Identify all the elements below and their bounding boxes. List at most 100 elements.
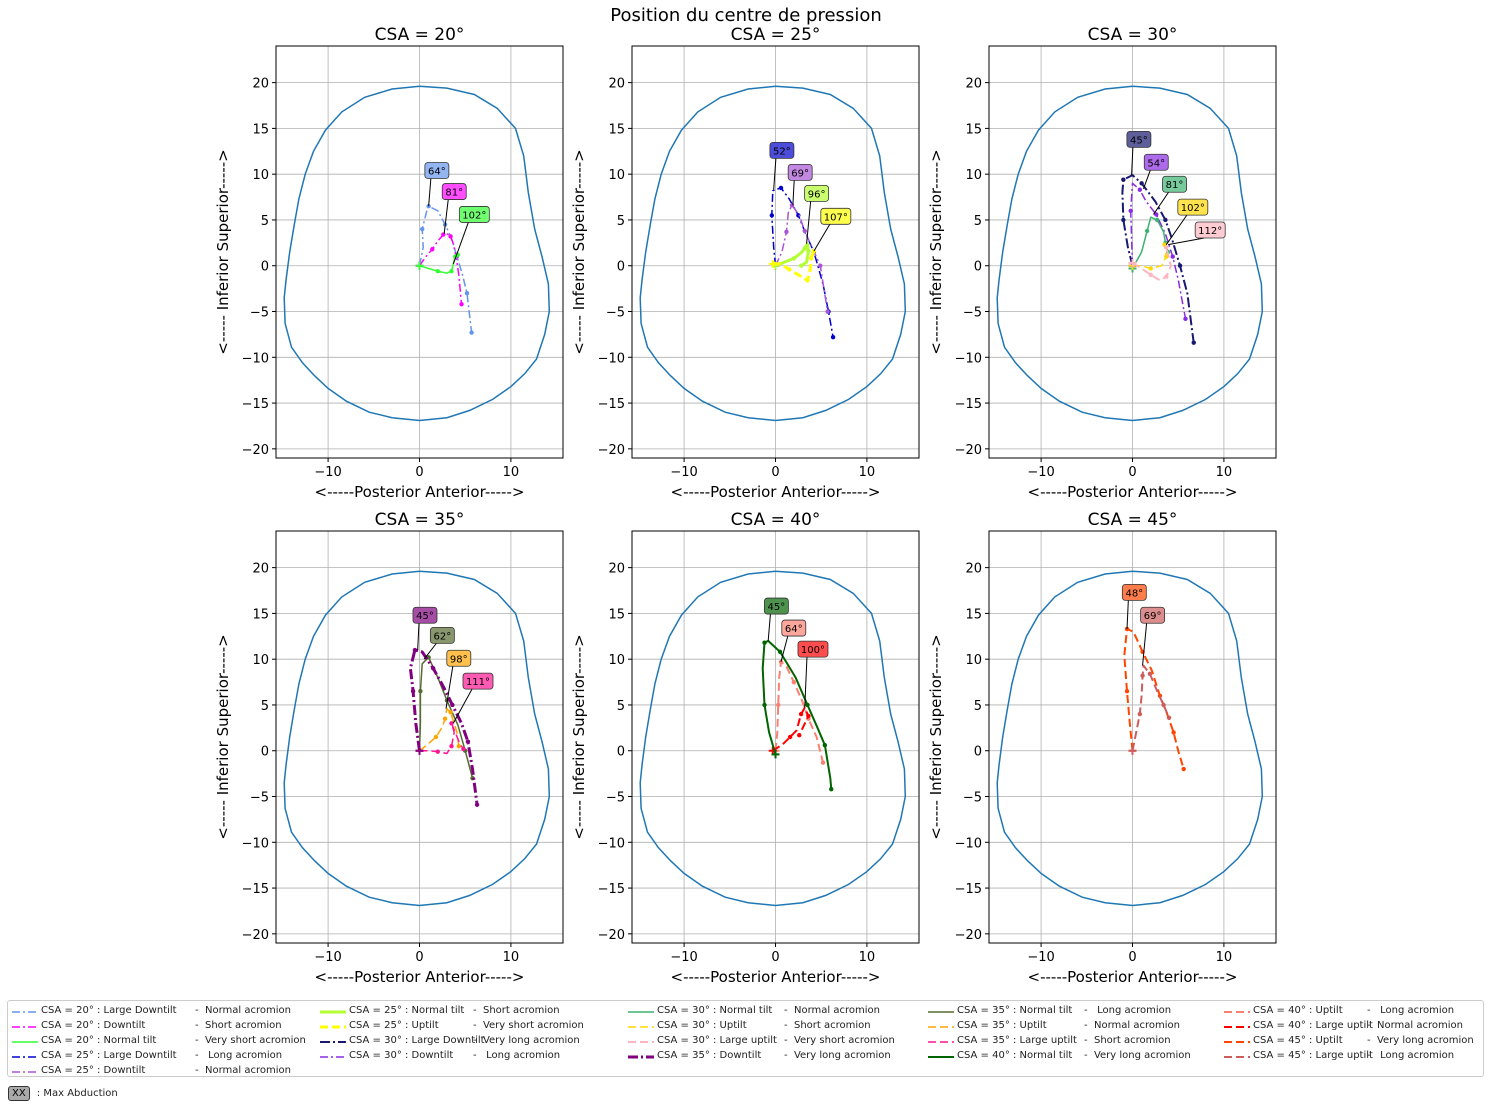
series-point — [1121, 217, 1126, 223]
legend-item: CSA = 40° : Uptilt - Long acromion — [1222, 1004, 1492, 1019]
y-tick-label: −5 — [963, 791, 982, 806]
glenoid-outline — [283, 85, 551, 422]
series-point — [430, 247, 435, 252]
y-tick-label: 0 — [617, 260, 625, 275]
y-tick-label: −15 — [242, 882, 269, 897]
max-abduction-leader — [423, 643, 437, 660]
y-tick-label: −10 — [598, 351, 625, 366]
x-tick-label: 0 — [771, 950, 779, 965]
series-point — [797, 732, 802, 738]
x-tick-label: 10 — [503, 950, 520, 965]
x-tick-label: 10 — [1216, 950, 1233, 965]
series-line — [1131, 247, 1172, 282]
panel-title: CSA = 25° — [731, 25, 821, 45]
legend-description: - Short acromion — [195, 1020, 282, 1031]
series-point — [1144, 228, 1150, 234]
legend-label: CSA = 40° : Uptilt — [1253, 1005, 1343, 1016]
max-abduction-label: 45° — [768, 602, 786, 613]
max-abduction-label-box — [1177, 198, 1209, 216]
series-point — [778, 185, 784, 191]
x-axis-label: <-----Posterior Anterior-----> — [315, 483, 525, 501]
series-point — [802, 228, 807, 234]
series-point — [1137, 187, 1143, 192]
x-axis-label: <-----Posterior Anterior-----> — [671, 483, 881, 501]
series-line — [1129, 182, 1187, 319]
legend-swatch — [928, 1026, 954, 1028]
series-point — [762, 640, 767, 645]
max-abduction-text: : Max Abduction — [36, 1088, 118, 1099]
series-point — [431, 666, 436, 671]
series-line — [774, 660, 824, 763]
y-tick-label: 10 — [608, 653, 625, 668]
series-point — [420, 226, 425, 232]
legend-swatch — [628, 1041, 654, 1043]
y-tick-label: 5 — [974, 214, 982, 229]
max-abduction-leader — [428, 178, 432, 207]
x-tick-label: 0 — [1128, 950, 1136, 965]
panel-4: 45° 62° 98° 111° −10 0 10 −20 −15 −10 −5 0 5 10 15 20 CS… — [214, 510, 564, 986]
legend-item: CSA = 35° : Normal tilt - Long acromion — [926, 1004, 1236, 1019]
series-line — [761, 639, 833, 790]
series-point — [1191, 340, 1196, 345]
series-point — [1177, 263, 1183, 268]
max-abduction-label: 45° — [1130, 135, 1148, 146]
series-point — [762, 702, 767, 708]
start-marker — [1128, 746, 1137, 755]
max-abduction-label-box — [412, 606, 438, 624]
y-tick-label: −5 — [963, 306, 982, 321]
max-abduction-leader — [1153, 191, 1169, 215]
max-abduction-label-box — [458, 206, 490, 223]
panel-1: 64° 81° 102° −10 0 10 −20 −15 −10 −5 0 5 10 15 20 CSA =… — [214, 25, 564, 501]
y-tick-label: −20 — [598, 443, 625, 458]
legend-item: CSA = 40° : Normal tilt - Very long acrom… — [926, 1049, 1236, 1064]
series-point — [456, 743, 462, 749]
series-point — [1121, 177, 1126, 182]
legend-swatch — [12, 1056, 38, 1058]
legend-item: CSA = 30° : Downtilt - Long acromion — [318, 1049, 628, 1064]
legend-description: - Very long acromion — [784, 1050, 891, 1061]
legend-description: - Long acromion — [1367, 1050, 1455, 1061]
series-point — [798, 263, 804, 268]
legend-item: CSA = 45° : Uptilt - Very long acromion — [1222, 1034, 1492, 1049]
panel-5: 45° 64° 100° −10 0 10 −20 −15 −10 −5 0 5 10 15 20 CSA =… — [570, 510, 920, 986]
series-point — [1124, 689, 1130, 694]
panel-2: 52°69° 96° 107° −10 0 10 −20 −15 −10 −5 0 5 10 15 20 CS… — [570, 25, 920, 501]
panel-title: CSA = 30° — [1088, 25, 1178, 45]
series-point — [822, 743, 828, 748]
y-tick-label: 20 — [252, 562, 269, 577]
max-abduction-label: 81° — [445, 188, 463, 199]
legend-description: - Long acromion — [473, 1050, 561, 1061]
series-point — [435, 749, 440, 754]
legend-description: - Long acromion — [1367, 1005, 1455, 1016]
max-abduction-label: 54° — [1147, 158, 1165, 169]
series-point — [808, 256, 814, 261]
glenoid-outline — [996, 85, 1264, 422]
series-line — [1131, 664, 1171, 751]
max-abduction-label: 48° — [1125, 588, 1143, 599]
y-axis-label: <----- Inferior Superior-----> — [927, 634, 945, 839]
series-point — [412, 647, 418, 653]
legend-item: CSA = 20° : Downtilt - Short acromion — [10, 1019, 320, 1034]
y-axis-label: <----- Inferior Superior-----> — [927, 149, 945, 354]
y-tick-label: −15 — [242, 397, 269, 412]
series-point — [1183, 316, 1188, 322]
series-point — [820, 760, 826, 765]
panel-3: 45° 54°81° 102° 112° −10 0 10 −20 −15 −10 −5 0 5 10 15… — [927, 25, 1277, 501]
series-point — [410, 689, 416, 694]
x-tick-label: 0 — [415, 465, 423, 480]
legend-item: CSA = 25° : Downtilt - Normal acromion — [10, 1064, 320, 1079]
legend-item: CSA = 35° : Large uptilt - Short acromion — [926, 1034, 1236, 1049]
series-point — [805, 278, 810, 283]
y-tick-label: −5 — [250, 791, 269, 806]
y-tick-label: 10 — [608, 168, 625, 183]
legend-swatch — [320, 1025, 346, 1029]
max-abduction-leader — [1142, 623, 1148, 666]
legend-description: - Short acromion — [784, 1020, 871, 1031]
x-axis-label: <-----Posterior Anterior-----> — [1028, 483, 1238, 501]
y-tick-label: 15 — [965, 607, 982, 622]
y-tick-label: −10 — [242, 351, 269, 366]
legend-swatch — [320, 1041, 346, 1043]
legend-swatch — [12, 1071, 38, 1073]
y-tick-label: 5 — [261, 214, 269, 229]
max-abduction-label: 102° — [1181, 203, 1205, 214]
